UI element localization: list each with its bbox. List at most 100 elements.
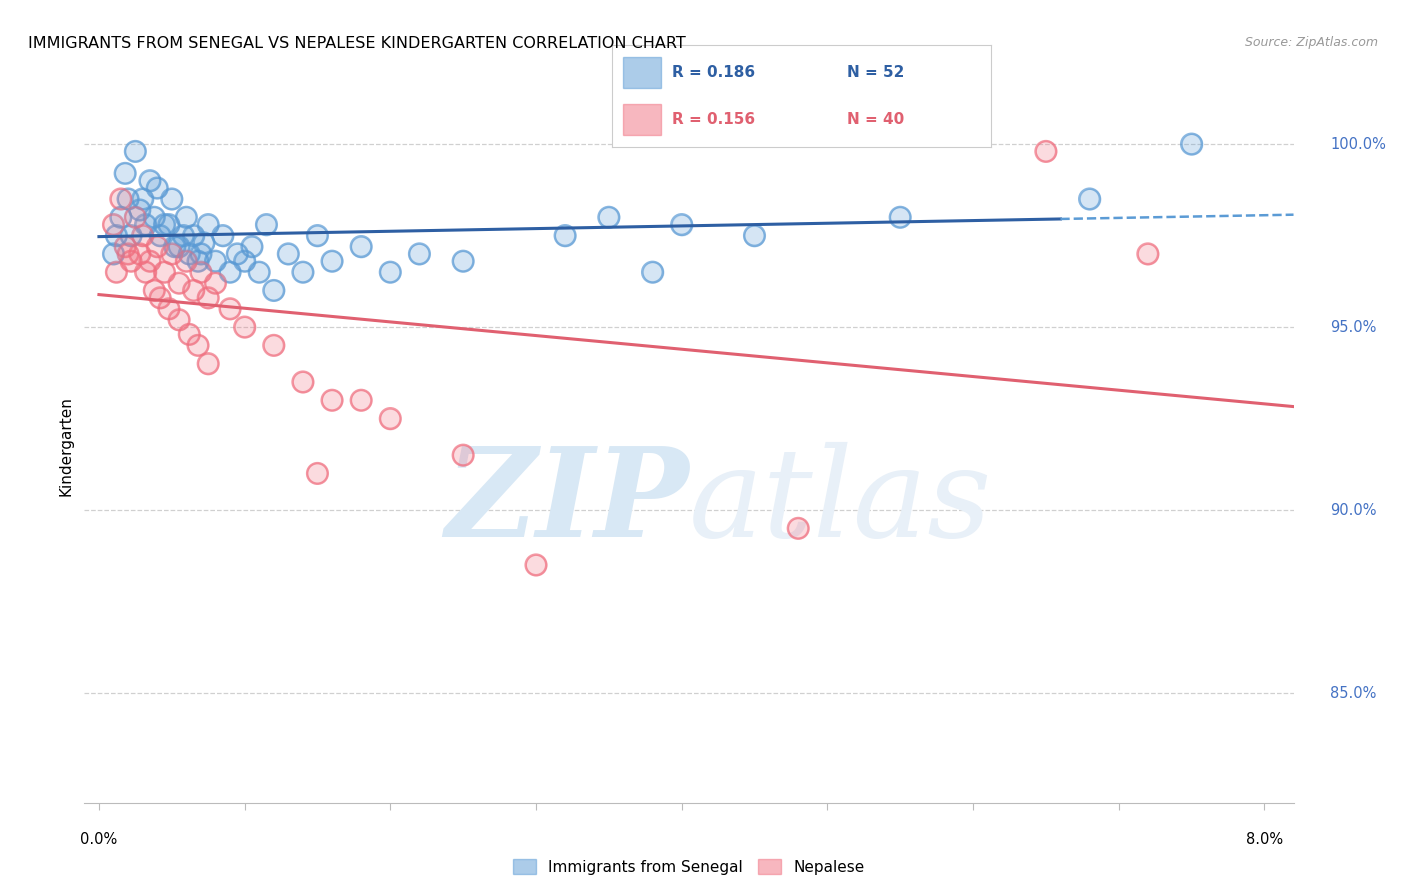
Point — [157, 301, 180, 316]
Point — [179, 247, 201, 261]
Bar — [623, 57, 661, 87]
Point — [114, 239, 136, 253]
Point — [179, 327, 201, 342]
Text: atlas: atlas — [689, 442, 993, 564]
Point — [172, 228, 194, 243]
Point — [143, 284, 166, 298]
Point — [183, 228, 205, 243]
Text: N = 52: N = 52 — [846, 65, 904, 79]
Point — [380, 411, 402, 425]
Point — [350, 393, 373, 408]
Point — [1180, 137, 1202, 152]
Point — [187, 254, 209, 268]
Point — [307, 228, 329, 243]
Point — [110, 211, 132, 225]
Point — [671, 218, 693, 232]
Point — [183, 284, 205, 298]
Point — [787, 521, 810, 535]
Point — [167, 239, 190, 253]
Point — [451, 448, 474, 462]
Bar — [623, 104, 661, 135]
Point — [120, 228, 142, 243]
Point — [163, 239, 186, 253]
Point — [153, 265, 176, 279]
Point — [197, 357, 219, 371]
Point — [321, 254, 343, 268]
Point — [120, 254, 142, 268]
Point — [172, 228, 194, 243]
Point — [787, 521, 810, 535]
Point — [291, 375, 314, 389]
Point — [179, 327, 201, 342]
Point — [153, 265, 176, 279]
Point — [204, 276, 226, 290]
Point — [380, 411, 402, 425]
Point — [190, 265, 212, 279]
Point — [157, 301, 180, 316]
Point — [117, 192, 139, 206]
Point — [110, 192, 132, 206]
Point — [240, 239, 263, 253]
Point — [167, 276, 190, 290]
Point — [176, 254, 198, 268]
Point — [149, 291, 172, 305]
Point — [103, 218, 125, 232]
Point — [124, 211, 146, 225]
Point — [219, 265, 242, 279]
Point — [277, 247, 299, 261]
Point — [321, 393, 343, 408]
Point — [408, 247, 430, 261]
Point — [554, 228, 576, 243]
Point — [291, 375, 314, 389]
Point — [105, 228, 128, 243]
Point — [120, 228, 142, 243]
Point — [187, 338, 209, 352]
Point — [1078, 192, 1101, 206]
Point — [350, 239, 373, 253]
Point — [135, 265, 157, 279]
Point — [307, 228, 329, 243]
Point — [204, 254, 226, 268]
Point — [524, 558, 547, 572]
Point — [263, 338, 285, 352]
Point — [167, 312, 190, 326]
Point — [131, 228, 153, 243]
Point — [167, 312, 190, 326]
Point — [105, 265, 128, 279]
Point — [1078, 192, 1101, 206]
Point — [554, 228, 576, 243]
Point — [226, 247, 249, 261]
Point — [139, 254, 162, 268]
Point — [149, 228, 172, 243]
Text: 95.0%: 95.0% — [1330, 319, 1376, 334]
Point — [160, 247, 183, 261]
Point — [149, 291, 172, 305]
Legend: Immigrants from Senegal, Nepalese: Immigrants from Senegal, Nepalese — [508, 853, 870, 880]
Point — [135, 218, 157, 232]
Point — [163, 239, 186, 253]
Point — [247, 265, 270, 279]
Point — [143, 211, 166, 225]
Point — [211, 228, 233, 243]
Point — [103, 218, 125, 232]
Point — [131, 228, 153, 243]
Point — [117, 192, 139, 206]
Point — [183, 228, 205, 243]
Point — [105, 228, 128, 243]
Point — [143, 284, 166, 298]
Point — [307, 467, 329, 481]
Point — [204, 276, 226, 290]
Point — [146, 181, 169, 195]
Text: R = 0.156: R = 0.156 — [672, 112, 755, 127]
Point — [380, 265, 402, 279]
Point — [128, 202, 150, 217]
Point — [193, 235, 215, 250]
Point — [128, 202, 150, 217]
Point — [598, 211, 620, 225]
Point — [153, 218, 176, 232]
Point — [190, 247, 212, 261]
Point — [135, 218, 157, 232]
Point — [524, 558, 547, 572]
Text: 0.0%: 0.0% — [80, 832, 118, 847]
Point — [105, 265, 128, 279]
